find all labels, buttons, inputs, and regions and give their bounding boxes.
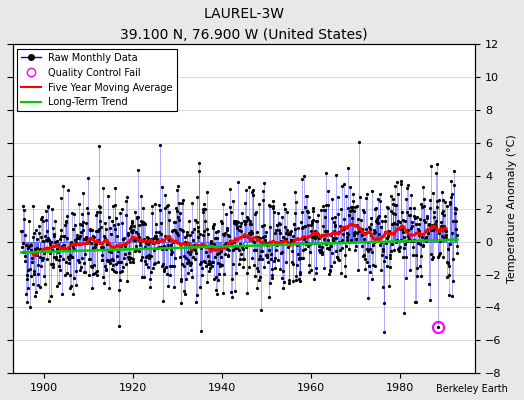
Y-axis label: Temperature Anomaly (°C): Temperature Anomaly (°C) [507, 134, 517, 283]
Text: Berkeley Earth: Berkeley Earth [436, 384, 508, 394]
Title: LAUREL-3W
39.100 N, 76.900 W (United States): LAUREL-3W 39.100 N, 76.900 W (United Sta… [120, 7, 368, 42]
Legend: Raw Monthly Data, Quality Control Fail, Five Year Moving Average, Long-Term Tren: Raw Monthly Data, Quality Control Fail, … [17, 49, 177, 111]
